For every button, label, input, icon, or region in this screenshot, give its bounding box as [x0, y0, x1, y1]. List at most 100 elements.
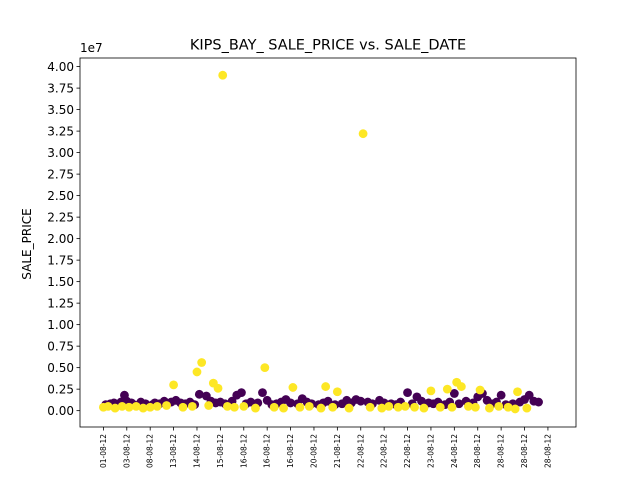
x-tick-label: 22-08-12: [380, 434, 389, 468]
data-point-yellow: [494, 401, 504, 411]
data-point-purple: [194, 389, 204, 399]
x-tick-label: 15-08-12: [216, 434, 225, 468]
y-tick-label: 3.75: [47, 81, 74, 95]
y-axis-label: SALE_PRICE: [20, 208, 34, 279]
data-point-yellow: [251, 403, 260, 413]
data-point-yellow: [470, 402, 480, 412]
x-tick-label: 28-08-12: [497, 434, 506, 468]
data-point-yellow: [410, 402, 419, 412]
data-point-yellow: [485, 403, 494, 413]
y-tick-label: 0.75: [47, 339, 74, 353]
data-point-purple: [237, 388, 246, 397]
y-tick-label: 3.50: [47, 103, 74, 117]
scatter-points: [98, 70, 543, 414]
data-point-yellow: [197, 358, 207, 367]
data-point-yellow: [169, 380, 178, 390]
y-tick-label: 1.00: [47, 318, 74, 332]
x-tick-label: 16-08-12: [239, 434, 248, 468]
data-point-yellow: [328, 402, 338, 412]
data-point-yellow: [393, 402, 403, 412]
data-point-yellow: [218, 70, 228, 80]
data-point-yellow: [103, 401, 113, 411]
data-point-yellow: [463, 401, 473, 411]
data-point-yellow: [513, 387, 522, 397]
y-tick-label: 2.50: [47, 189, 74, 203]
data-point-yellow: [400, 401, 410, 411]
data-point-purple: [356, 396, 366, 406]
y-tick-label: 2.00: [47, 232, 74, 246]
data-point-yellow: [365, 402, 375, 412]
data-point-purple: [534, 397, 543, 407]
y-tick-label: 0.00: [47, 404, 74, 418]
x-tick-label: 22-08-12: [403, 434, 412, 468]
data-point-yellow: [187, 401, 197, 411]
y-tick-label: 1.50: [47, 275, 74, 289]
data-point-yellow: [435, 402, 445, 412]
y-tick-label: 4.00: [47, 60, 74, 74]
data-point-yellow: [304, 401, 314, 411]
x-tick-label: 08-08-12: [146, 434, 155, 468]
y-tick-label: 0.25: [47, 382, 74, 396]
data-point-yellow: [456, 382, 466, 391]
y-tick-label: 2.75: [47, 167, 74, 181]
data-point-yellow: [384, 401, 394, 411]
y-tick-label: 0.50: [47, 361, 74, 375]
x-tick-label: 21-08-12: [333, 434, 342, 468]
chart-title: KIPS_BAY_ SALE_PRICE vs. SALE_DATE: [190, 38, 466, 54]
data-point-yellow: [377, 403, 387, 413]
data-point-yellow: [145, 402, 155, 412]
data-point-purple: [246, 397, 256, 407]
data-point-purple: [286, 398, 295, 408]
data-point-purple: [323, 396, 333, 406]
x-tick-label: 16-08-12: [263, 434, 272, 468]
data-point-yellow: [358, 129, 368, 139]
plot-frame: [79, 57, 577, 428]
data-point-yellow: [269, 402, 279, 412]
data-point-purple: [454, 399, 464, 409]
data-point-yellow: [447, 402, 457, 412]
x-tick-label: 14-08-12: [192, 434, 201, 468]
data-point-purple: [417, 396, 426, 406]
data-point-yellow: [316, 403, 326, 413]
y-tick-label: 1.75: [47, 253, 74, 267]
data-point-purple: [496, 390, 506, 400]
x-tick-label: 28-08-12: [520, 434, 529, 468]
data-point-yellow: [213, 383, 223, 393]
data-point-yellow: [295, 402, 305, 412]
x-tick-label: 23-08-12: [426, 434, 435, 468]
y-axis: 0.00 0.25 0.50 0.75 1.00 1.25 1.50 1.75 2.00 2.25…: [47, 60, 80, 418]
x-tick-label: 28-08-12: [473, 434, 482, 468]
data-point-yellow: [239, 401, 249, 411]
y-tick-label: 2.25: [47, 210, 74, 224]
data-point-yellow: [204, 401, 214, 410]
x-tick-label: 13-08-12: [169, 434, 178, 468]
x-tick-label: 22-08-12: [356, 434, 365, 468]
data-point-yellow: [332, 387, 342, 397]
data-point-yellow: [321, 382, 331, 391]
data-point-yellow: [138, 403, 148, 413]
x-tick-label: 20-08-12: [309, 434, 318, 468]
data-point-yellow: [288, 383, 298, 392]
data-point-yellow: [131, 401, 141, 411]
data-point-yellow: [522, 403, 532, 413]
data-point-yellow: [419, 403, 429, 413]
y-offset-text: 1e7: [80, 41, 103, 55]
data-point-yellow: [344, 403, 354, 413]
data-point-yellow: [178, 402, 188, 412]
data-point-yellow: [117, 401, 127, 411]
data-point-yellow: [124, 402, 134, 412]
data-point-yellow: [279, 403, 288, 413]
x-tick-label: 03-08-12: [122, 434, 131, 468]
x-tick-label: 24-08-12: [450, 434, 459, 468]
data-point-yellow: [162, 401, 171, 410]
data-point-yellow: [152, 401, 162, 411]
data-point-yellow: [260, 363, 270, 373]
x-axis: 01-08-12 03-08-12 08-08-12 13-08-12 14-08-12…: [99, 427, 552, 468]
data-point-yellow: [110, 403, 120, 413]
data-point-yellow: [503, 402, 513, 412]
data-point-purple: [524, 390, 534, 400]
data-point-yellow: [442, 384, 452, 394]
x-tick-label: 28-08-12: [543, 434, 552, 468]
data-point-yellow: [510, 404, 520, 414]
